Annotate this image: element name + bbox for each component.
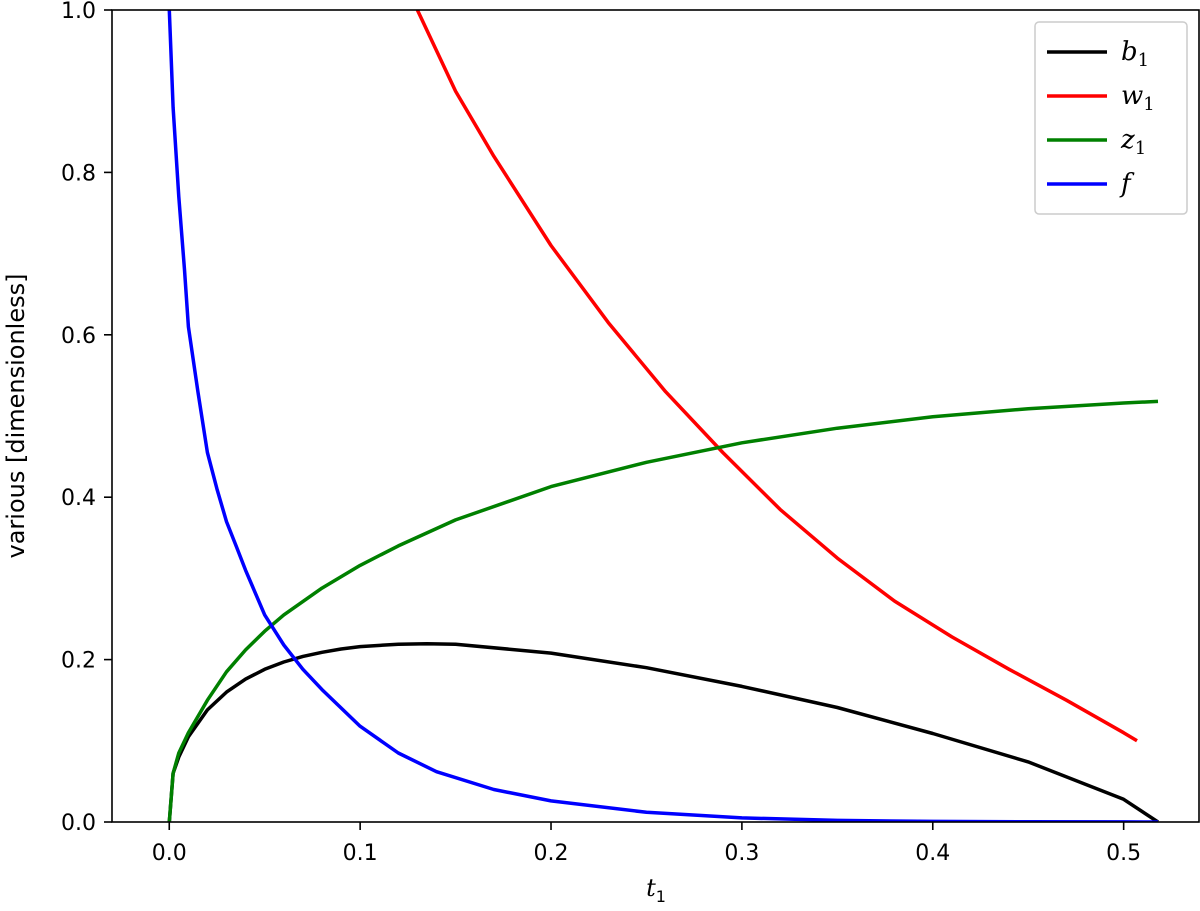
x-tick-label: 0.5	[1106, 841, 1141, 866]
series-line-b	[167, 642, 1159, 822]
y-tick-label: 1.0	[61, 0, 96, 24]
x-tick-label: 0.1	[343, 841, 378, 866]
y-tick-label: 0.0	[61, 811, 96, 836]
series-line-f	[167, 10, 1159, 822]
plot-frame	[111, 9, 1200, 823]
x-axis-label: t1	[646, 874, 666, 906]
y-axis-label: various [dimensionless]	[2, 274, 30, 559]
x-tick-label: 0.0	[152, 841, 187, 866]
legend-label: z1	[1120, 125, 1146, 159]
x-tick-label: 0.3	[724, 841, 759, 866]
series-line-w	[415, 10, 1138, 743]
y-tick-label: 0.4	[61, 486, 96, 511]
legend-label: b1	[1121, 37, 1149, 71]
x-axis-label-sub: 1	[656, 887, 666, 906]
legend-label: w1	[1121, 81, 1155, 115]
legend-box	[1034, 21, 1188, 215]
y-tick-label: 0.6	[61, 324, 96, 349]
x-axis-label-main: t	[646, 874, 656, 902]
series-line-z	[167, 399, 1159, 822]
plot-lines	[167, 10, 1159, 822]
x-tick-label: 0.2	[534, 841, 569, 866]
x-axis-ticks: 0.0 0.1 0.2 0.3 0.4 0.5	[152, 822, 1141, 866]
y-tick-label: 0.2	[61, 649, 96, 674]
y-axis-ticks: 0.0 0.2 0.4 0.6 0.8 1.0	[61, 0, 112, 836]
y-tick-label: 0.8	[61, 161, 96, 186]
x-tick-label: 0.4	[915, 841, 950, 866]
